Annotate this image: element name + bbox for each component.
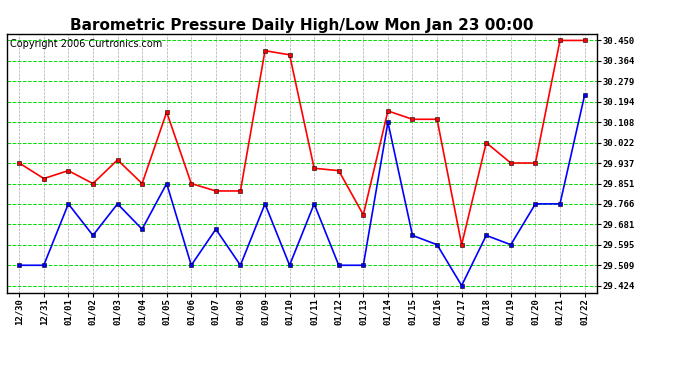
Text: Copyright 2006 Curtronics.com: Copyright 2006 Curtronics.com bbox=[10, 39, 162, 49]
Title: Barometric Pressure Daily High/Low Mon Jan 23 00:00: Barometric Pressure Daily High/Low Mon J… bbox=[70, 18, 533, 33]
